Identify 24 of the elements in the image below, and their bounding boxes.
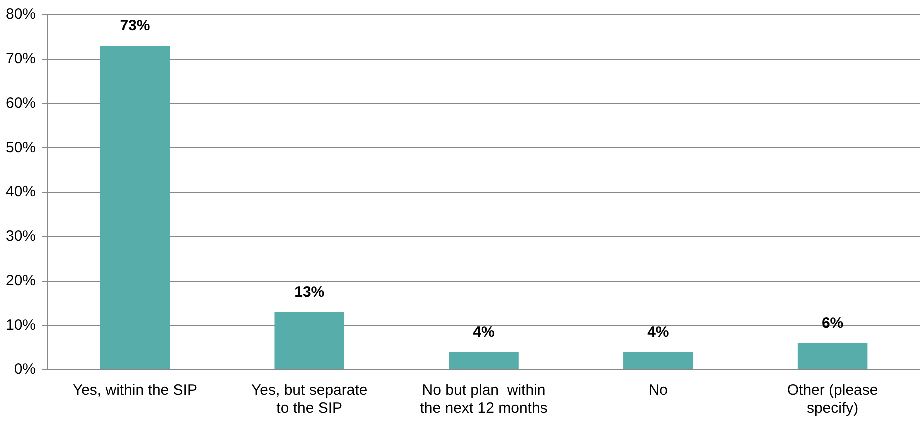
bar — [624, 352, 694, 370]
y-tick-label: 50% — [6, 139, 36, 156]
bar — [449, 352, 519, 370]
data-label: 73% — [120, 18, 150, 35]
bar — [274, 312, 344, 370]
data-label: 13% — [294, 284, 325, 301]
bar — [798, 343, 868, 370]
y-tick-label: 10% — [6, 316, 36, 334]
data-label: 4% — [648, 324, 670, 341]
x-tick-label: No but plan within the next 12 months — [420, 382, 548, 418]
x-tick-label: Yes, within the SIP — [72, 382, 198, 400]
y-tick-label: 0% — [14, 361, 36, 378]
y-tick-label: 30% — [6, 228, 36, 246]
y-tick-label: 80% — [6, 6, 36, 24]
y-tick-label: 60% — [6, 94, 36, 112]
x-tick-label: Other (please specify) — [787, 382, 878, 418]
x-tick-label: Yes, but separate to the SIP — [252, 382, 368, 418]
data-label: 6% — [822, 315, 844, 332]
x-tick-label: No — [648, 382, 668, 400]
y-tick-label: 20% — [6, 272, 36, 290]
y-tick-label: 70% — [6, 50, 36, 68]
y-tick-label: 40% — [6, 184, 36, 201]
data-label: 4% — [473, 324, 495, 341]
bar — [100, 46, 170, 370]
